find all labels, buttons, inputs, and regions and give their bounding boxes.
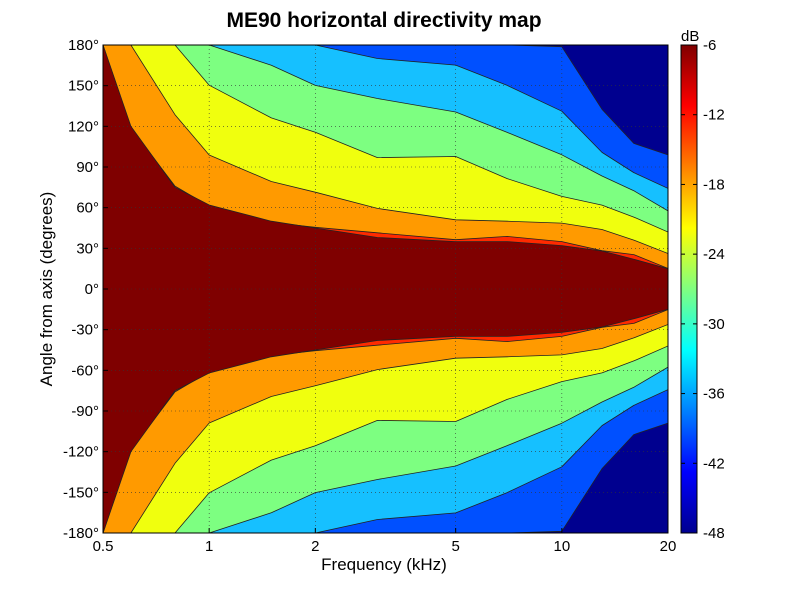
colorbar-tick-label: -48 — [703, 525, 725, 542]
y-tick-label: 30° — [76, 240, 99, 257]
colorbar-tick-label: -24 — [703, 246, 725, 263]
y-tick-label: 180° — [68, 37, 99, 54]
x-tick-label: 0.5 — [93, 538, 114, 555]
colorbar-unit-label: dB — [681, 28, 699, 45]
y-tick-label: -30° — [71, 322, 99, 339]
x-tick-label: 10 — [553, 538, 570, 555]
y-tick-label: 120° — [68, 118, 99, 135]
y-tick-label: -150° — [63, 484, 99, 501]
colorbar: -6 -12 -18 -24 -30 -36 -42 -48 — [680, 37, 725, 542]
colorbar-tick-label: -6 — [703, 37, 716, 54]
x-tick-label: 1 — [205, 538, 213, 555]
y-tick-label: -120° — [63, 444, 99, 461]
x-tick-label: 2 — [311, 538, 319, 555]
y-axis-label: Angle from axis (degrees) — [37, 192, 56, 387]
y-tick-label: 150° — [68, 78, 99, 95]
colorbar-tick-label: -12 — [703, 107, 725, 124]
y-tick-label: -90° — [71, 403, 99, 420]
y-axis: 180° 150° 120° 90° 60° 30° 0° -30° -60° -90° -120°… — [63, 37, 108, 542]
x-axis: 0.5 1 2 5 10 20 — [93, 528, 677, 555]
chart-title: ME90 horizontal directivity map — [226, 9, 541, 32]
x-axis-label: Frequency (kHz) — [321, 555, 447, 574]
colorbar-tick-label: -42 — [703, 455, 725, 472]
colorbar-tick-label: -30 — [703, 316, 725, 333]
y-tick-label: -60° — [71, 362, 99, 379]
y-tick-label: -180° — [63, 525, 99, 542]
x-tick-label: 5 — [451, 538, 459, 555]
x-tick-label: 20 — [660, 538, 677, 555]
contour-band-core — [103, 45, 668, 533]
plot-area — [103, 45, 668, 533]
colorbar-tick-label: -18 — [703, 176, 725, 193]
y-tick-label: 90° — [76, 159, 99, 176]
colorbar-gradient — [680, 44, 698, 534]
colorbar-tick-label: -36 — [703, 386, 725, 403]
y-tick-label: 60° — [76, 200, 99, 217]
y-tick-label: 0° — [85, 281, 99, 298]
